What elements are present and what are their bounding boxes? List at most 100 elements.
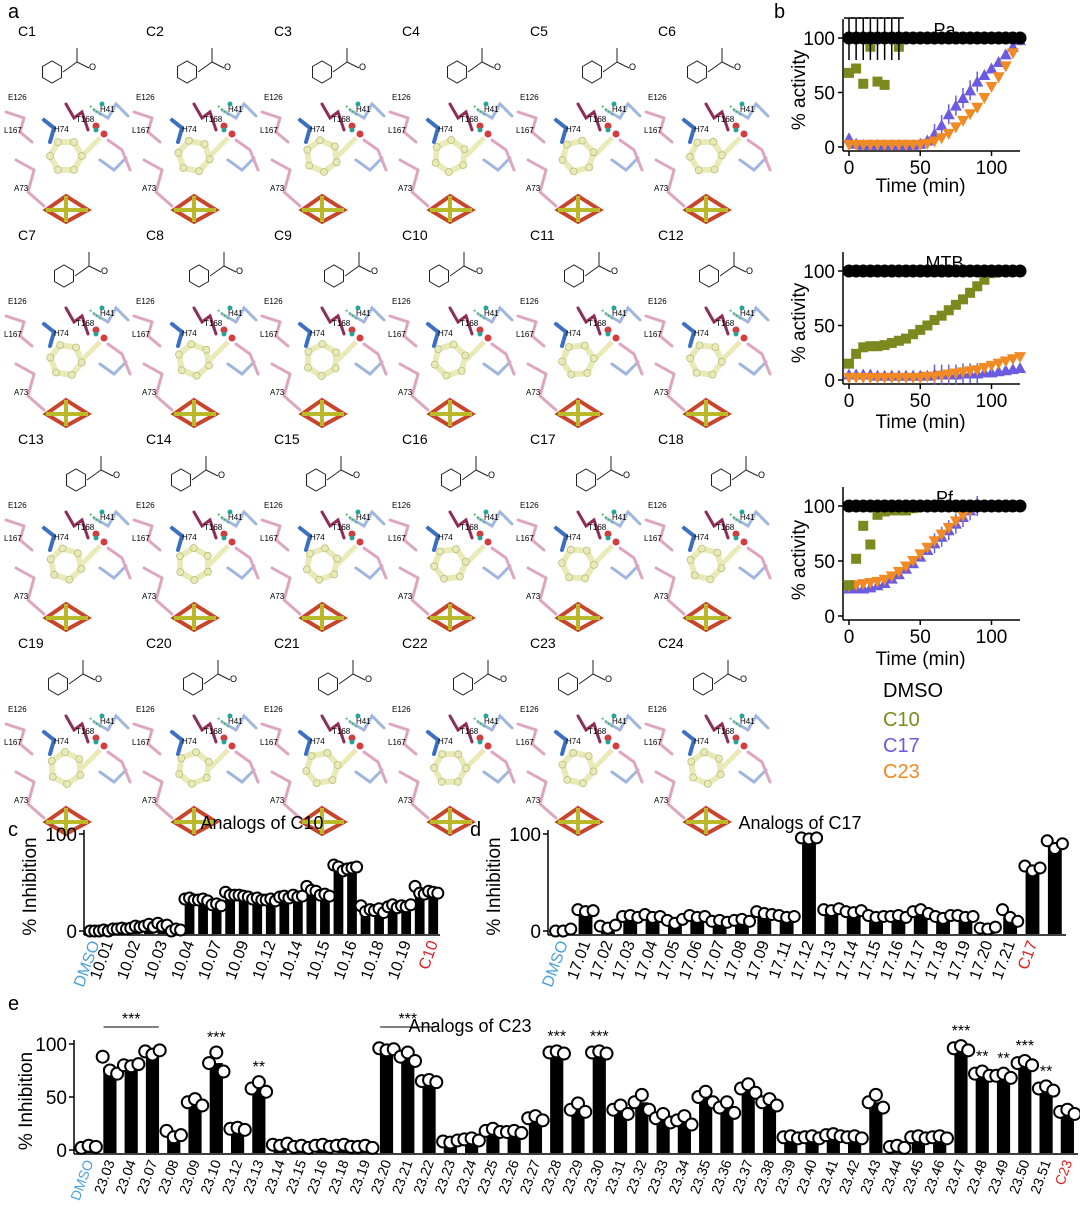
compound-cell: C12 O E126 H41 H74 T168 L167 A73 <box>644 227 772 429</box>
residue-stick <box>704 306 730 336</box>
bond <box>205 469 219 477</box>
data-point <box>878 574 891 586</box>
oxygen-atom <box>604 530 612 538</box>
benzene-ring <box>177 60 197 84</box>
residue-label-l167: L167 <box>388 534 406 543</box>
y-tick-label: 0 <box>530 922 541 943</box>
residue-label-l167: L167 <box>644 534 662 543</box>
residue-stick <box>132 314 162 348</box>
data-point <box>929 315 940 326</box>
residue-label-a73: A73 <box>526 184 541 193</box>
data-point <box>915 324 926 335</box>
ligand-atom <box>437 777 446 786</box>
protein-residues <box>132 509 260 616</box>
residue-stick <box>644 722 674 756</box>
bar <box>387 906 398 934</box>
replicate-point <box>237 1122 252 1137</box>
bar <box>306 889 317 934</box>
residue-label-h74: H74 <box>182 125 197 134</box>
iron-sulfur-cluster <box>426 397 476 429</box>
bar <box>699 1097 713 1153</box>
oxygen-atom: O <box>101 266 108 276</box>
data-point <box>992 358 1005 370</box>
residue-stick <box>576 102 602 132</box>
category-label: 10.07 <box>196 938 226 982</box>
panel-label-c: c <box>8 819 18 841</box>
residue-label-h74: H74 <box>566 329 581 338</box>
series-c23 <box>843 352 1026 384</box>
ligand-atom <box>318 340 327 348</box>
data-point <box>928 136 941 148</box>
iron-sulfur-cluster <box>42 193 92 225</box>
hydrogen-bond <box>729 309 743 321</box>
iron-sulfur-cluster <box>554 193 604 225</box>
bond <box>223 265 237 273</box>
data-point <box>900 561 912 573</box>
data-point <box>935 370 948 382</box>
water-molecule <box>483 509 489 515</box>
hydrogen-bond <box>345 513 359 525</box>
data-point <box>858 520 869 531</box>
compound-label: C1 <box>18 23 36 39</box>
hydrogen-bond <box>89 717 103 729</box>
protein-residues <box>388 713 516 820</box>
chart-title: Analogs of C10 <box>200 813 323 833</box>
residue-label-t168: T168 <box>460 115 479 124</box>
benzene-ring <box>429 264 449 288</box>
oxygen-atom: O <box>605 674 612 684</box>
ligand-bond <box>720 748 742 770</box>
data-point <box>871 576 884 588</box>
ligand-atom <box>54 165 62 174</box>
residue-label-h74: H74 <box>566 533 581 542</box>
bar <box>1047 845 1062 934</box>
hydrogen-bond <box>601 105 615 117</box>
residue-stick <box>92 101 130 121</box>
residue-label-l167: L167 <box>516 738 534 747</box>
oxygen-atom <box>476 734 484 742</box>
residue-stick <box>220 713 258 733</box>
residue-stick <box>398 770 430 820</box>
ligand-atom <box>461 351 470 360</box>
water-molecule <box>93 331 99 337</box>
data-point <box>964 109 977 121</box>
compound-label: C21 <box>274 635 300 651</box>
replicate-point <box>350 860 364 874</box>
oxygen-atom: O <box>230 674 237 684</box>
protein-residues <box>388 509 516 616</box>
data-point <box>949 122 962 134</box>
data-point <box>844 358 854 369</box>
protein-residues <box>132 713 260 820</box>
ligand-atom <box>692 368 701 377</box>
compound-label: C6 <box>658 23 676 39</box>
chemical-structure-sketch <box>558 660 606 696</box>
oxygen-atom: O <box>89 62 96 72</box>
bar <box>252 898 263 934</box>
oxygen-atom <box>220 122 228 130</box>
protein-residues <box>132 101 260 208</box>
ligand-atom <box>46 152 54 160</box>
y-tick-label: 100 <box>803 262 835 283</box>
ligand-model <box>686 530 748 584</box>
data-point <box>971 102 984 114</box>
residue-label-h74: H74 <box>438 329 453 338</box>
residue-stick <box>106 342 132 376</box>
oxygen-atom: O <box>224 62 231 72</box>
residue-stick <box>604 713 642 733</box>
hydrogen-bond <box>345 105 359 117</box>
oxygen-atom <box>348 326 356 334</box>
bond <box>707 61 723 73</box>
category-label: C10 <box>416 938 442 971</box>
ligand-atom <box>174 148 183 157</box>
hydrogen-bond <box>729 717 743 729</box>
data-point <box>972 281 983 292</box>
residue-stick <box>142 158 174 208</box>
compound-cell: C22 O E126 H41 H74 T168 L167 A73 <box>388 635 516 837</box>
ligand-atom <box>176 552 184 561</box>
water-molecule <box>227 305 233 311</box>
water-molecule <box>483 101 489 107</box>
significance-mark: ** <box>997 1051 1009 1068</box>
ligand-bond <box>464 136 486 158</box>
ligand-atom <box>447 136 456 144</box>
